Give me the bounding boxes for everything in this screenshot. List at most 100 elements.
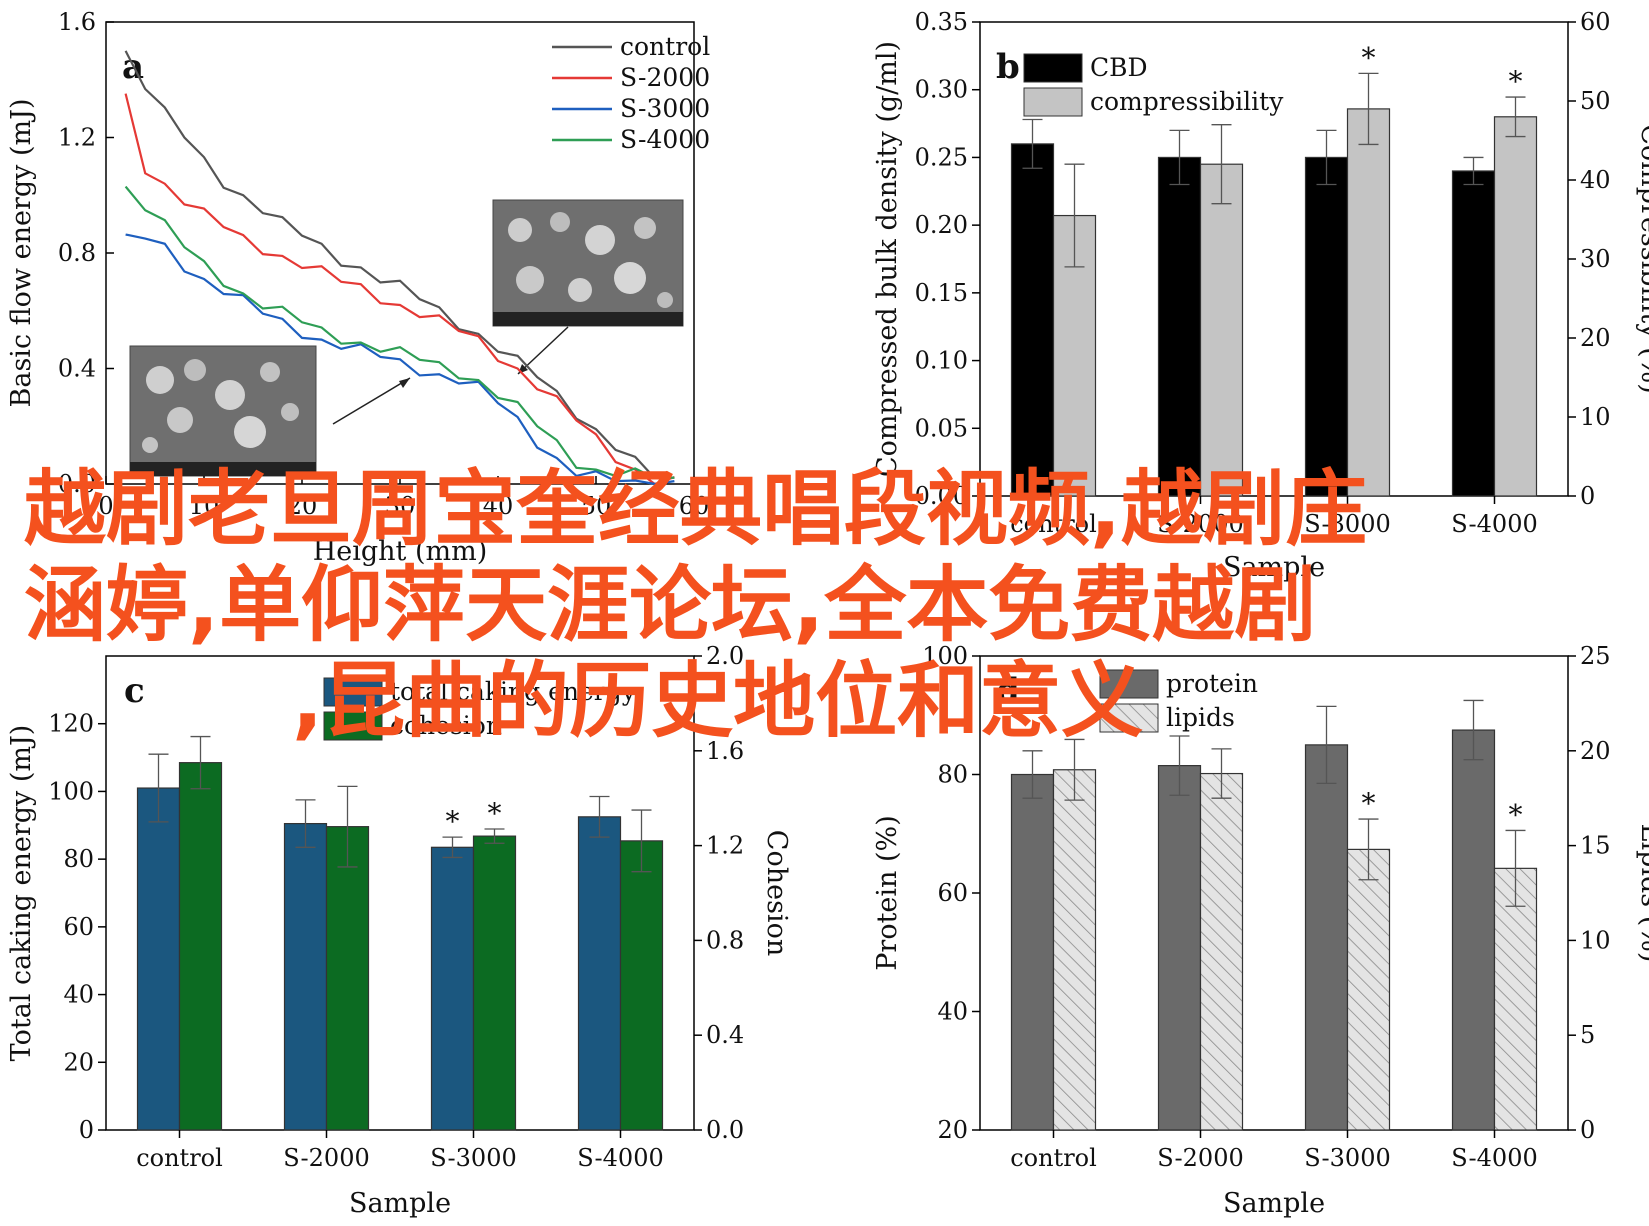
panel-d-bars: * *: [1010, 699, 1538, 1131]
panel-a-ytick-label: 1.6: [58, 8, 96, 36]
bar-caking-S-2000: [283, 822, 328, 1131]
panel-a-xlabel: Height (mm): [313, 536, 488, 567]
legend-label-cohesion: cohesion: [390, 711, 502, 740]
panel-c-xlabel: Sample: [349, 1188, 451, 1219]
panel-d-legend: protein lipids: [1099, 669, 1258, 733]
panel-b-category-label: S-4000: [1451, 510, 1538, 538]
bar-caking-control: [136, 787, 181, 1131]
bar-protein-S-4000: [1451, 729, 1496, 1131]
panel-c-y2label: Cohesion: [761, 830, 792, 956]
panel-a-ylabel: Basic flow energy (mJ): [6, 99, 37, 408]
panel-a-ytick-label: 1.2: [58, 124, 96, 152]
panel-b-ticks: 0.00 0.05 0.10 0.15 0.20 0.25 0.30 0.35 0 10 20 30 4…: [915, 8, 1611, 538]
sem-inset-1: [129, 345, 317, 477]
bar-protein-S-3000: [1304, 744, 1349, 1131]
legend-label-compressibility: compressibility: [1090, 87, 1284, 116]
panel-b-ylabel: Compressed bulk density (g/ml): [872, 41, 903, 477]
panel-b-ytick-label: 0.30: [915, 76, 968, 104]
bar-cohesion-S-4000: [619, 840, 664, 1131]
panel-d-ylabel: Protein (%): [872, 815, 903, 971]
panel-b-y2tick-label: 10: [1580, 403, 1611, 431]
panel-a-xtick-label: 50: [581, 492, 612, 520]
legend-swatch-protein: [1099, 669, 1159, 699]
panel-d-ytick-label: 40: [937, 998, 968, 1026]
panel-b-xlabel: Sample: [1223, 552, 1325, 583]
panel-c-ytick-label: 80: [63, 845, 94, 873]
panel-d-ytick-label: 80: [937, 761, 968, 789]
panel-c-ytick-label: 100: [48, 777, 94, 805]
panel-d-category-label: S-3000: [1304, 1144, 1391, 1172]
panel-a-ytick-label: 0.4: [58, 355, 96, 383]
legend-label-control: control: [620, 32, 710, 61]
panel-b-ytick-label: 0.05: [915, 414, 968, 442]
bar-lipids-S-4000: [1493, 867, 1538, 1131]
panel-c-category-label: control: [136, 1144, 223, 1172]
significance-star: *: [1362, 787, 1376, 820]
panel-d-y2tick-label: 15: [1580, 832, 1611, 860]
bar-lipids-control: [1052, 769, 1097, 1131]
legend-label-lipids: lipids: [1166, 703, 1235, 732]
legend-label-s2000: S-2000: [620, 63, 710, 92]
panel-b-ytick-label: 0.00: [915, 482, 968, 510]
panel-b-y2label: Compressibility (%): [1635, 124, 1649, 394]
panel-d-y2tick-label: 25: [1580, 642, 1611, 670]
panel-d-y2label: Lipids (%): [1635, 824, 1649, 963]
panel-b-letter: b: [996, 47, 1020, 87]
panel-d-xlabel: Sample: [1223, 1188, 1325, 1219]
significance-star: *: [1509, 65, 1523, 98]
panel-c-ylabel: Total caking energy (mJ): [6, 725, 37, 1062]
panel-b-y2tick-label: 0: [1580, 482, 1595, 510]
panel-b-ytick-label: 0.15: [915, 279, 968, 307]
series-line-s3000: [125, 233, 675, 486]
bar-compressibility-S-4000: [1493, 116, 1538, 497]
bar-cbd-S-3000: [1304, 156, 1349, 497]
panel-d-y2tick-label: 5: [1580, 1021, 1595, 1049]
legend-swatch-compressibility: [1023, 87, 1083, 117]
bar-cbd-S-4000: [1451, 170, 1496, 497]
panel-d-letter: d: [996, 671, 1020, 711]
panel-b-y2tick-label: 30: [1580, 245, 1611, 273]
bar-compressibility-S-3000: [1346, 108, 1391, 497]
panel-b-ytick-label: 0.35: [915, 8, 968, 36]
bar-cohesion-control: [178, 762, 223, 1131]
panel-b: b ** 0.000.050.100.150.200.250.300.35010…: [872, 8, 1649, 583]
bar-cohesion-S-3000: [472, 835, 517, 1131]
panel-b-category-label: S-2000: [1157, 510, 1244, 538]
panel-c-y2tick-label: 1.6: [706, 737, 744, 765]
panel-c-ytick-label: 20: [63, 1048, 94, 1076]
legend-label-s3000: S-3000: [620, 94, 710, 123]
panel-d-category-label: S-4000: [1451, 1144, 1538, 1172]
panel-a-xtick-label: 60: [679, 492, 710, 520]
panel-d-y2tick-label: 10: [1580, 926, 1611, 954]
panel-c-y2tick-label: 0.8: [706, 926, 744, 954]
panel-c-ytick-label: 120: [48, 710, 94, 738]
significance-star: *: [1509, 798, 1523, 831]
panel-a-ytick-label: 0.8: [58, 239, 96, 267]
panel-c-ytick-label: 0: [79, 1116, 94, 1144]
panel-b-ytick-label: 0.25: [915, 143, 968, 171]
significance-star: *: [488, 797, 502, 830]
bar-protein-control: [1010, 773, 1055, 1131]
panel-b-y2tick-label: 50: [1580, 87, 1611, 115]
panel-b-ytick-label: 0.10: [915, 347, 968, 375]
panel-d-ytick-label: 20: [937, 1116, 968, 1144]
bar-lipids-S-3000: [1346, 848, 1391, 1131]
legend-label-s4000: S-4000: [620, 125, 710, 154]
panel-a-xtick-label: 20: [287, 492, 318, 520]
panel-d-ytick-label: 100: [922, 642, 968, 670]
bar-cbd-S-2000: [1157, 156, 1202, 497]
significance-star: *: [1362, 41, 1376, 74]
panel-b-category-label: S-3000: [1304, 510, 1391, 538]
panel-b-y2tick-label: 60: [1580, 8, 1611, 36]
panel-d-ticks: 20 40 60 80 100 0 5 10 15 20 25 control S-2000 S-3000…: [922, 642, 1610, 1172]
bar-lipids-S-2000: [1199, 772, 1244, 1131]
panel-c-y2tick-label: 1.2: [706, 832, 744, 860]
panel-b-legend: CBD compressibility: [1023, 53, 1284, 117]
legend-swatch-lipids: [1099, 703, 1159, 733]
panel-b-bars: **: [1010, 41, 1538, 497]
panel-c-y2tick-label: 2.0: [706, 642, 744, 670]
bar-cohesion-S-2000: [325, 826, 370, 1131]
panel-c-ticks: 0 20 40 60 80 100 120 0.0 0.4 0.8 1.2 1.6 2.0 control…: [48, 642, 744, 1172]
